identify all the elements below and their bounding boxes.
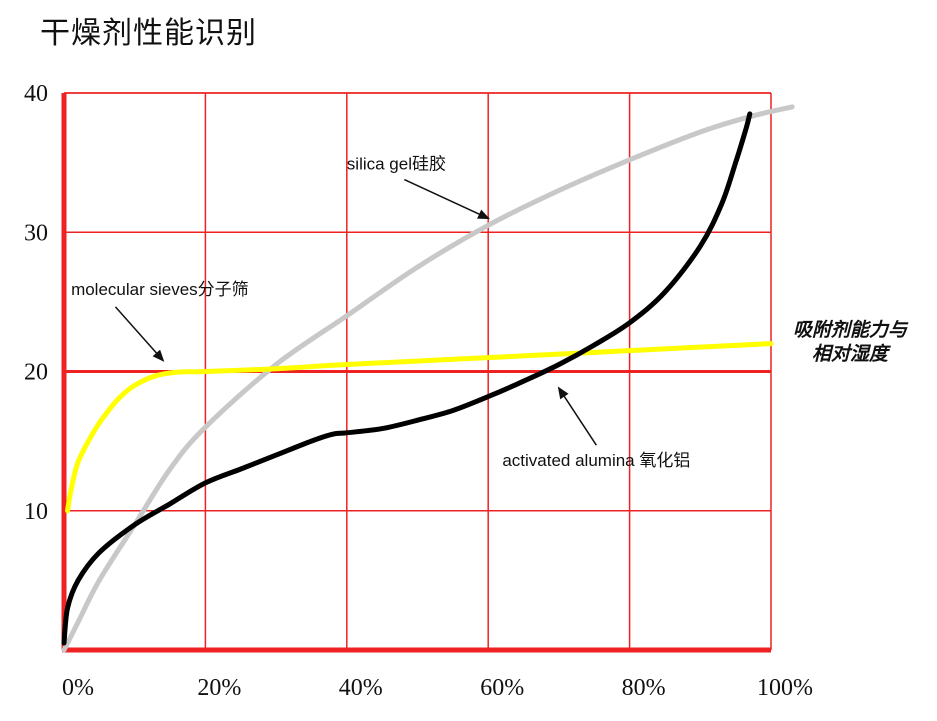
axes xyxy=(61,93,771,653)
x-tick-label: 60% xyxy=(480,675,524,701)
series-line-1 xyxy=(65,341,774,514)
grid xyxy=(64,92,772,650)
annotation-arrow-1 xyxy=(114,306,165,362)
x-tick-label: 80% xyxy=(622,675,666,701)
series-line-2 xyxy=(61,111,753,646)
x-tick-label: 20% xyxy=(197,675,241,701)
x-tick-label: 0% xyxy=(62,675,94,701)
annotation-label-1: molecular sieves分子筛 xyxy=(71,280,249,299)
y-tick-label: 20 xyxy=(24,360,48,386)
side-note-line-1: 吸附剂能力与 xyxy=(792,319,907,341)
y-tick-label: 10 xyxy=(24,499,48,525)
page-title: 干燥剂性能识别 xyxy=(40,16,257,51)
y-tick-label: 40 xyxy=(24,81,48,107)
annotation-arrow-0 xyxy=(404,178,491,220)
annotation-label-0: silica gel硅胶 xyxy=(347,155,446,174)
annotations: silica gel硅胶 molecular sieves分子筛 activated… xyxy=(71,155,690,471)
y-tick-label: 30 xyxy=(24,220,48,246)
side-note-line-2: 相对湿度 xyxy=(811,343,888,365)
annotation-arrow-2 xyxy=(557,386,597,446)
annotation-label-2: activated alumina 氧化铝 xyxy=(502,451,690,470)
x-tick-label: 100% xyxy=(757,675,813,701)
side-note: 吸附剂能力与 相对湿度 xyxy=(770,318,930,366)
series-group xyxy=(61,104,795,653)
x-tick-label: 40% xyxy=(339,675,383,701)
series-line-0 xyxy=(61,104,795,653)
tick-labels: 0% 20% 40% 60% 80% 100% 10 20 30 40 xyxy=(24,81,813,701)
